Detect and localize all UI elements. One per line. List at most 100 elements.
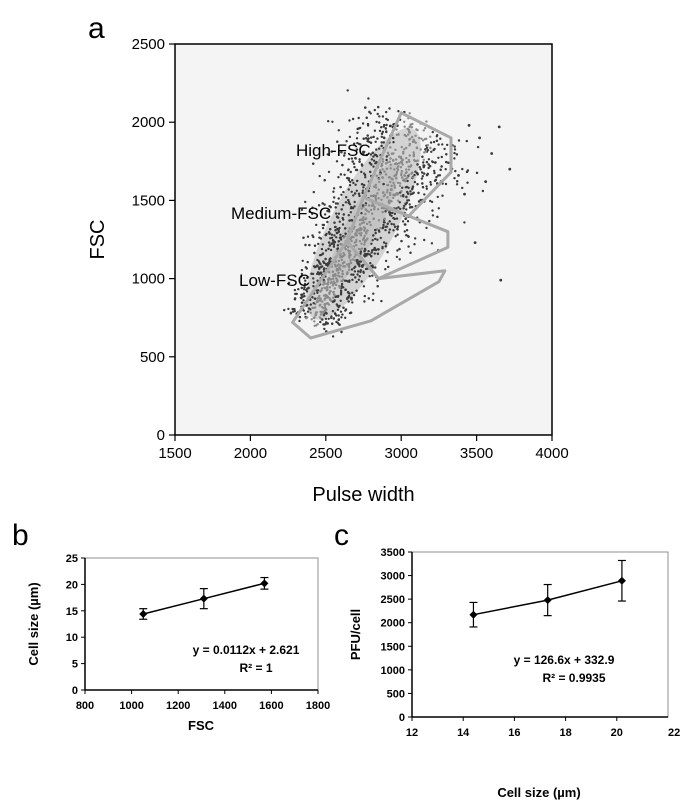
y-tick-label-b: 25 bbox=[66, 553, 78, 565]
scatter-point bbox=[336, 308, 340, 311]
scatter-point bbox=[341, 272, 344, 275]
y-tick-label-a: 500 bbox=[140, 349, 165, 366]
y-tick-label-c: 2500 bbox=[381, 594, 405, 606]
scatter-point bbox=[336, 247, 339, 251]
x-axis-label-b: FSC bbox=[188, 718, 215, 733]
scatter-point bbox=[426, 172, 429, 176]
scatter-point bbox=[342, 236, 346, 239]
scatter-point bbox=[321, 202, 324, 205]
outlier-point bbox=[490, 152, 494, 155]
scatter-point bbox=[361, 122, 365, 125]
scatter-point bbox=[391, 211, 394, 215]
scatter-point bbox=[350, 239, 353, 243]
scatter-point bbox=[355, 244, 358, 247]
scatter-point bbox=[347, 300, 350, 303]
scatter-point bbox=[342, 278, 345, 281]
scatter-point bbox=[370, 163, 373, 166]
scatter-point bbox=[408, 203, 411, 206]
scatter-point bbox=[393, 217, 396, 221]
scatter-point bbox=[316, 258, 319, 262]
scatter-point bbox=[315, 289, 318, 292]
scatter-point bbox=[354, 232, 357, 236]
scatter-point bbox=[328, 232, 331, 235]
scatter-point bbox=[405, 161, 408, 164]
scatter-point bbox=[329, 248, 333, 252]
scatter-point bbox=[398, 258, 401, 261]
scatter-point bbox=[379, 226, 382, 230]
scatter-point bbox=[369, 262, 372, 265]
scatter-point bbox=[374, 228, 377, 232]
scatter-point bbox=[385, 155, 388, 158]
x-tick-label-a: 2500 bbox=[309, 445, 342, 462]
scatter-point bbox=[337, 230, 340, 233]
scatter-point bbox=[376, 252, 380, 255]
scatter-point bbox=[349, 261, 353, 265]
y-axis-label-c: PFU/cell bbox=[348, 609, 363, 660]
scatter-point bbox=[377, 105, 380, 109]
scatter-point bbox=[431, 209, 434, 212]
scatter-point bbox=[312, 162, 315, 165]
scatter-point bbox=[344, 288, 347, 291]
scatter-point bbox=[383, 136, 386, 140]
scatter-point bbox=[321, 226, 325, 230]
scatter-point bbox=[306, 260, 309, 264]
scatter-point bbox=[363, 229, 366, 232]
scatter-point bbox=[283, 308, 286, 312]
scatter-point bbox=[382, 195, 385, 198]
scatter-point bbox=[445, 160, 448, 164]
scatter-point bbox=[407, 245, 410, 248]
scatter-point bbox=[400, 169, 404, 173]
scatter-point bbox=[368, 220, 371, 224]
scatter-point bbox=[440, 155, 443, 159]
scatter-point bbox=[402, 195, 405, 198]
scatter-point bbox=[335, 236, 338, 239]
outlier-point bbox=[467, 123, 471, 127]
scatter-point bbox=[384, 173, 388, 176]
scatter-point bbox=[390, 222, 393, 226]
scatter-point bbox=[378, 147, 381, 150]
scatter-point bbox=[396, 233, 399, 236]
scatter-point bbox=[339, 243, 342, 246]
scatter-point bbox=[420, 177, 424, 180]
scatter-point bbox=[340, 279, 343, 283]
scatter-point bbox=[396, 199, 400, 202]
scatter-point bbox=[399, 157, 403, 160]
x-axis-label-a: Pulse width bbox=[312, 484, 414, 506]
scatter-point bbox=[406, 220, 410, 223]
scatter-point bbox=[390, 214, 393, 217]
scatter-point bbox=[374, 248, 378, 252]
scatter-point bbox=[327, 241, 331, 244]
scatter-point bbox=[406, 192, 410, 195]
outlier-point bbox=[473, 241, 477, 245]
scatter-point bbox=[375, 148, 378, 151]
scatter-point bbox=[317, 204, 321, 207]
scatter-point bbox=[322, 283, 325, 286]
scatter-point bbox=[321, 265, 324, 268]
scatter-point bbox=[421, 182, 424, 185]
scatter-point bbox=[364, 202, 368, 205]
scatter-point bbox=[407, 235, 410, 238]
scatter-point bbox=[363, 300, 366, 303]
scatter-point bbox=[337, 129, 340, 132]
scatter-point bbox=[425, 120, 428, 123]
scatter-point bbox=[371, 249, 374, 252]
scatter-point bbox=[406, 127, 409, 131]
scatter-point bbox=[287, 307, 290, 311]
scatter-point bbox=[338, 226, 341, 230]
scatter-point bbox=[343, 265, 347, 268]
scatter-point bbox=[373, 108, 376, 112]
scatter-point bbox=[341, 262, 345, 265]
scatter-point bbox=[422, 165, 425, 169]
scatter-point bbox=[360, 164, 364, 167]
scatter-point bbox=[408, 125, 411, 128]
scatter-point bbox=[405, 156, 408, 160]
y-tick-label-c: 500 bbox=[387, 688, 405, 700]
scatter-point bbox=[299, 296, 302, 299]
outlier-point bbox=[508, 167, 512, 171]
scatter-point bbox=[327, 120, 330, 123]
scatter-point bbox=[302, 292, 306, 295]
scatter-point bbox=[396, 193, 399, 196]
scatter-point bbox=[317, 242, 320, 246]
scatter-point bbox=[439, 137, 442, 140]
scatter-point bbox=[363, 227, 367, 230]
